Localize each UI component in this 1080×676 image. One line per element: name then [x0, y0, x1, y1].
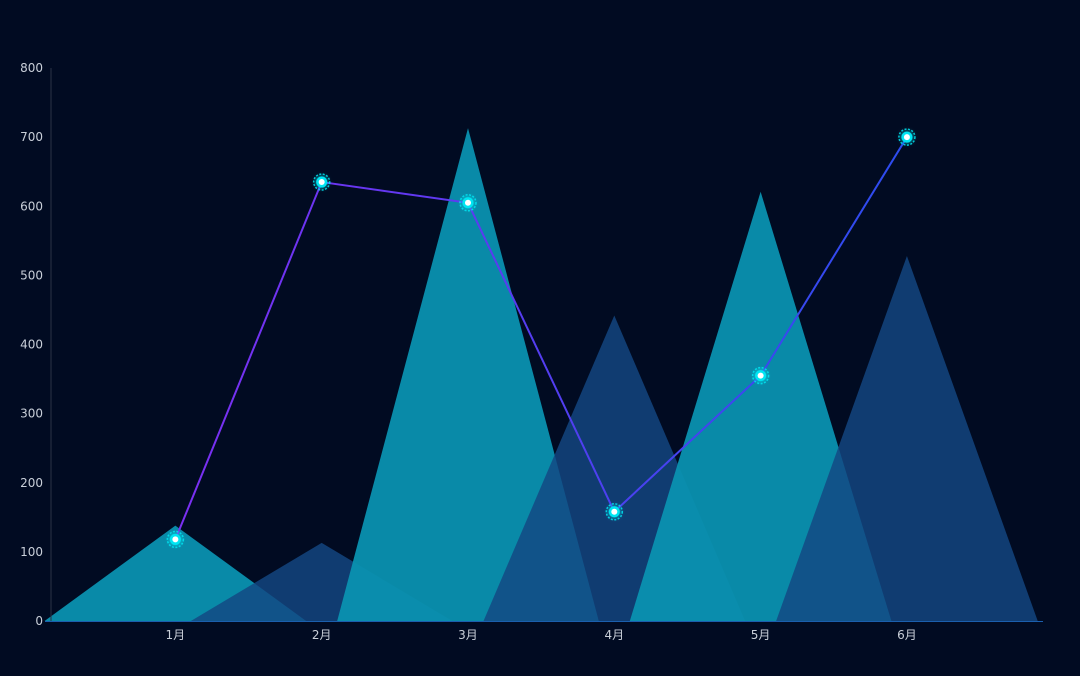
point-halo [459, 194, 477, 212]
point-halo [898, 128, 916, 146]
point-halo [605, 503, 624, 521]
y-tick-label: 500 [20, 268, 43, 282]
x-tick-label: 1月 [166, 628, 186, 642]
series-line [174, 136, 908, 540]
line-point-2[interactable] [312, 173, 331, 191]
y-tick-label: 800 [20, 61, 43, 75]
x-tick-label: 6月 [897, 628, 917, 642]
y-tick-label: 700 [20, 130, 43, 144]
x-tick-label: 4月 [604, 628, 624, 642]
y-tick-label: 300 [20, 407, 43, 421]
x-axis: 1月 2月 3月 4月 5月 6月 [45, 621, 1043, 642]
x-tick-label: 2月 [312, 628, 332, 642]
y-tick-label: 0 [35, 614, 43, 628]
x-tick-label: 5月 [751, 628, 771, 642]
point-halo [312, 173, 331, 191]
point-halo [166, 530, 185, 549]
point-core [611, 508, 618, 515]
line-point-3[interactable] [459, 194, 477, 212]
line-series [166, 128, 916, 549]
y-axis: 0 100 200 300 400 500 600 700 800 [20, 61, 52, 628]
line-point-1[interactable] [166, 530, 185, 549]
y-tick-label: 200 [20, 476, 43, 490]
point-core [318, 179, 325, 186]
point-core [464, 199, 471, 206]
point-core [172, 536, 179, 543]
triangle-bar-6 [776, 256, 1038, 621]
triangle-bar-3 [337, 128, 599, 622]
y-tick-label: 400 [20, 338, 43, 352]
point-core [757, 372, 764, 379]
line-point-4[interactable] [605, 503, 624, 521]
point-halo [751, 366, 770, 385]
y-tick-label: 100 [20, 545, 43, 559]
triangle-series [44, 128, 1038, 622]
point-core [903, 134, 910, 141]
x-tick-label: 3月 [458, 628, 478, 642]
line-point-5[interactable] [751, 366, 770, 385]
y-tick-label: 600 [20, 199, 43, 213]
line-point-6[interactable] [898, 128, 916, 146]
